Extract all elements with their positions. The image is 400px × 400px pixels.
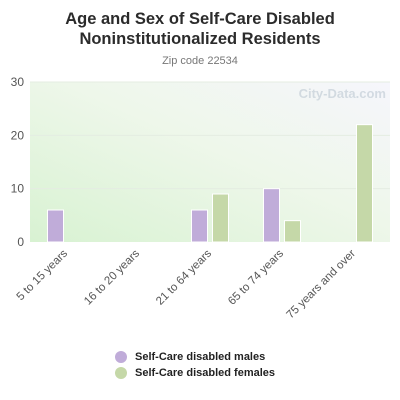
y-tick-label: 0 — [17, 235, 24, 249]
legend-swatch-males — [115, 351, 127, 363]
chart-title: Age and Sex of Self-Care Disabled Nonins… — [0, 9, 400, 49]
chart-subtitle: Zip code 22534 — [162, 55, 238, 67]
x-tick-label: 65 to 74 years — [226, 247, 286, 307]
y-tick-label: 30 — [11, 75, 25, 89]
x-tick-label: 21 to 64 years — [154, 247, 214, 307]
bar-males-0 — [47, 209, 64, 243]
legend: Self-Care disabled males Self-Care disab… — [115, 349, 275, 381]
legend-item-males: Self-Care disabled males — [115, 349, 275, 365]
bar-females-4 — [356, 124, 373, 243]
x-tick-label: 5 to 15 years — [15, 247, 71, 303]
bar-males-2 — [191, 209, 208, 243]
y-tick-label: 10 — [11, 182, 25, 196]
plot-area — [30, 82, 390, 242]
legend-label-females: Self-Care disabled females — [135, 367, 276, 379]
bar-females-2 — [212, 193, 229, 243]
y-tick-label: 20 — [11, 128, 25, 142]
legend-swatch-females — [115, 367, 127, 379]
watermark: City-Data.com — [299, 86, 386, 101]
bar-males-3 — [263, 188, 280, 243]
chart-title-line2: Noninstitutionalized Residents — [79, 30, 321, 48]
legend-label-males: Self-Care disabled males — [135, 351, 266, 363]
x-tick-label: 75 years and over — [285, 248, 359, 322]
x-tick-label: 16 to 20 years — [82, 247, 142, 307]
legend-item-females: Self-Care disabled females — [115, 365, 275, 381]
bar-females-3 — [284, 220, 301, 243]
chart-title-line1: Age and Sex of Self-Care Disabled — [65, 10, 335, 28]
